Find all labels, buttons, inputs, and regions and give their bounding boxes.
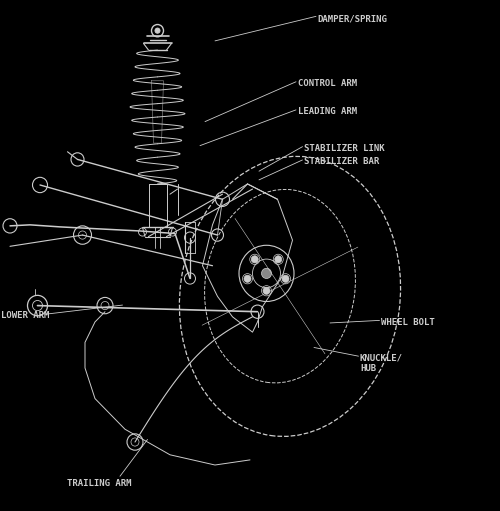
Circle shape: [275, 256, 282, 263]
Circle shape: [155, 28, 160, 33]
Circle shape: [262, 268, 272, 278]
Text: CONTROL ARM: CONTROL ARM: [298, 79, 356, 88]
Text: WHEEL BOLT: WHEEL BOLT: [381, 318, 435, 327]
Circle shape: [282, 275, 289, 283]
Text: STABILIZER BAR: STABILIZER BAR: [304, 157, 380, 167]
Circle shape: [251, 256, 258, 263]
Circle shape: [244, 275, 251, 283]
Text: LOWER ARM: LOWER ARM: [1, 311, 50, 320]
Text: STABILIZER LINK: STABILIZER LINK: [304, 144, 384, 153]
Circle shape: [263, 287, 270, 294]
Text: LEADING ARM: LEADING ARM: [298, 107, 356, 117]
Text: TRAILING ARM: TRAILING ARM: [67, 479, 131, 489]
Text: KNUCKLE/
HUB: KNUCKLE/ HUB: [360, 354, 403, 373]
Text: DAMPER/SPRING: DAMPER/SPRING: [318, 14, 388, 24]
